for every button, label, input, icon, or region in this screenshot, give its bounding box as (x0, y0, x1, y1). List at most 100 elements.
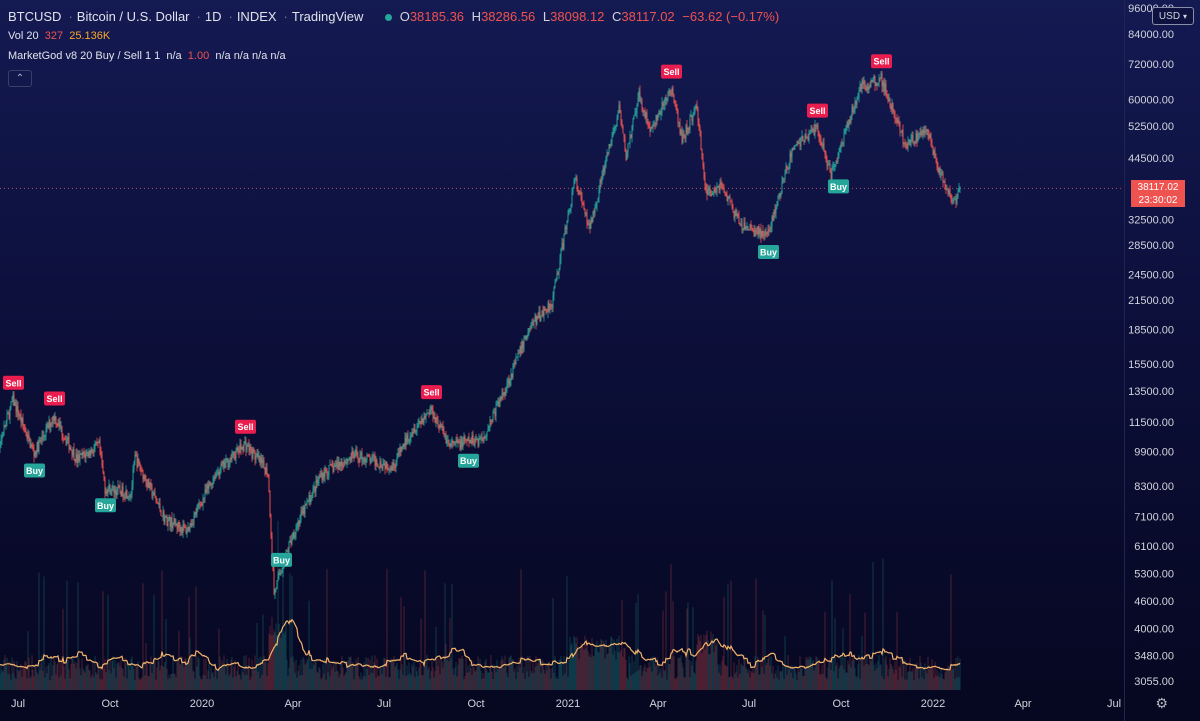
volume-bar (882, 558, 884, 690)
candle-body (153, 492, 155, 496)
sell-signal-badge: Sell (807, 103, 828, 118)
volume-bar (112, 656, 114, 690)
currency-select[interactable]: USD ▾ (1152, 7, 1194, 25)
candle-body (479, 437, 481, 439)
candle-body (745, 227, 747, 230)
volume-bar (351, 664, 353, 690)
candle-body (166, 515, 168, 527)
collapse-legend-button[interactable]: ⌃ (8, 70, 32, 87)
candle-body (326, 470, 328, 476)
candle-body (914, 142, 916, 143)
candle-body (188, 526, 190, 531)
volume-bar (566, 576, 568, 690)
candle-body (822, 143, 824, 147)
candle-body (26, 435, 28, 439)
volume-bar (40, 663, 42, 690)
volume-bar (776, 677, 778, 690)
volume-bar (447, 656, 449, 690)
candle-body (90, 449, 92, 456)
candle-body (118, 485, 120, 487)
volume-bar (922, 666, 924, 690)
candle-body (747, 226, 749, 230)
volume-bar (75, 668, 77, 690)
candle-body (524, 336, 526, 340)
interval-label[interactable]: 1D (204, 9, 222, 24)
volume-bar (212, 672, 214, 690)
candle-body (467, 436, 469, 441)
volume-bar (903, 659, 905, 690)
volume-bar (858, 655, 860, 690)
candle-body (458, 440, 460, 442)
candle-body (594, 208, 596, 214)
volume-bar (14, 677, 16, 690)
candle-body (753, 229, 755, 236)
symbol-label[interactable]: BTCUSD (8, 9, 62, 24)
candle-body (177, 522, 179, 529)
volume-bar (326, 569, 328, 690)
candle-body (769, 230, 771, 232)
volume-bar (494, 666, 496, 690)
candle-body (54, 416, 56, 420)
candle-body (836, 161, 838, 162)
candle-body (698, 120, 700, 128)
candle-body (270, 517, 272, 537)
candle-body (62, 434, 64, 438)
volume-bar (31, 655, 33, 690)
candle-body (360, 452, 362, 456)
volume-bar (389, 677, 391, 690)
volume-bar (546, 670, 548, 690)
candle-body (739, 224, 741, 225)
volume-bar (211, 673, 213, 690)
volume-bar (105, 672, 107, 690)
volume-bar (701, 653, 703, 690)
candle-body (768, 229, 770, 231)
volume-bar (699, 640, 701, 690)
volume-bar (87, 664, 89, 690)
volume-bar (592, 655, 594, 690)
volume-bar (895, 669, 897, 690)
volume-legend[interactable]: Vol 20 327 25.136K (8, 30, 110, 42)
volume-bar (425, 665, 427, 690)
candle-body (810, 129, 812, 133)
candle-body (36, 442, 38, 455)
volume-bar (738, 659, 740, 690)
volume-bar (262, 614, 264, 690)
candle-body (162, 511, 164, 517)
volume-bar (789, 666, 791, 690)
volume-bar (684, 677, 686, 690)
volume-bar (376, 658, 378, 690)
time-tick-label: Oct (467, 698, 484, 710)
volume-bar (571, 642, 573, 690)
candle-body (259, 455, 261, 464)
candle-body (614, 127, 616, 129)
marketgod-legend[interactable]: MarketGod v8 20 Buy / Sell 1 1 n/a 1.00 … (8, 50, 286, 62)
volume-bar (923, 679, 925, 690)
candle-body (408, 440, 410, 442)
price-tick-label: 3480.00 (1134, 651, 1174, 663)
candle-body (133, 461, 135, 470)
volume-bar (378, 676, 380, 690)
time-axis[interactable]: Jul Oct 2020 Apr Jul Oct 2021 Apr Jul Oct 2022 Apr J… (11, 698, 1121, 710)
candle-body (574, 179, 576, 181)
candle-body (599, 179, 601, 188)
candle-body (557, 273, 559, 275)
candle-body (18, 415, 20, 417)
candle-body (292, 532, 294, 539)
price-axis[interactable]: 96000.0084000.0072000.0060000.0052500.00… (1128, 3, 1174, 688)
candle-body (854, 101, 856, 111)
time-tick-label: Apr (649, 698, 666, 710)
volume-bar (416, 671, 418, 690)
candle-body (353, 454, 355, 458)
volume-bar (567, 676, 569, 690)
gear-icon[interactable]: ⚙ (1155, 695, 1168, 711)
volume-bar (256, 622, 258, 690)
candle-body (333, 466, 335, 472)
volume-bar (248, 657, 250, 690)
volume-bar (634, 672, 636, 690)
candle-body (419, 421, 421, 422)
volume-bar (0, 664, 2, 690)
volume-bar (919, 655, 921, 690)
volume-bar (469, 663, 471, 690)
volume-bar (271, 616, 273, 690)
